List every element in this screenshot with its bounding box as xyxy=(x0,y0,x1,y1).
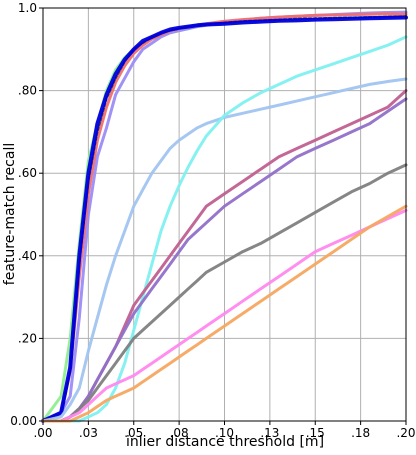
x-tick-label: .13 xyxy=(260,426,279,440)
series-line-10 xyxy=(41,163,408,423)
y-tick-label: 0.00 xyxy=(10,414,37,428)
series-line-11 xyxy=(41,208,408,423)
y-tick-label: 1.0 xyxy=(18,1,37,15)
x-tick-label: .00 xyxy=(33,426,52,440)
x-tick-label: .15 xyxy=(306,426,325,440)
series-line-7 xyxy=(41,35,408,423)
series-line-6 xyxy=(41,77,408,423)
y-tick-label: .60 xyxy=(18,166,37,180)
y-tick-label: .40 xyxy=(18,249,37,263)
x-tick-label: .10 xyxy=(215,426,234,440)
x-tick-label: .03 xyxy=(79,426,98,440)
x-axis-label: inlier distance threshold [m] xyxy=(126,434,324,450)
x-tick-label: .18 xyxy=(351,426,370,440)
x-tick-label: .08 xyxy=(170,426,189,440)
series-line-5 xyxy=(41,15,408,423)
series-line-9 xyxy=(41,97,408,423)
y-axis-label: feature-match recall xyxy=(2,143,18,285)
y-tick-label: .80 xyxy=(18,84,37,98)
series-line-12 xyxy=(41,204,408,423)
series-lines xyxy=(41,10,408,423)
y-tick-label: .20 xyxy=(18,331,37,345)
x-tick-label: .05 xyxy=(124,426,143,440)
x-tick-label: .20 xyxy=(396,426,415,440)
axis-ticks: .00 .03 .05 .08 .10 .13 .15 .18 .20 0.00 .20 .40 .60… xyxy=(10,1,415,440)
